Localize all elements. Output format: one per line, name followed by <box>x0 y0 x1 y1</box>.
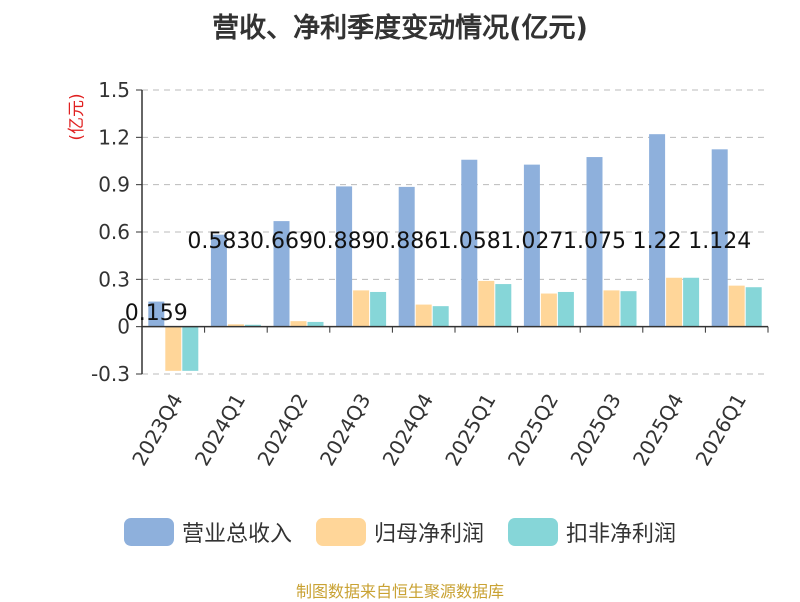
y-tick-label: 1.5 <box>98 78 130 102</box>
legend-label: 扣非净利润 <box>566 522 677 547</box>
x-tick-label: 2025Q1 <box>440 389 500 470</box>
bar-net-profit <box>227 324 244 327</box>
bar-net-profit <box>603 290 620 327</box>
bar-revenue <box>398 186 415 327</box>
bar-deducted-net-profit <box>370 291 387 327</box>
y-tick-label: 0.3 <box>98 267 130 291</box>
y-tick-label: 0.9 <box>98 173 130 197</box>
bar-net-profit <box>290 321 307 327</box>
bar-revenue <box>711 149 728 327</box>
y-tick-label: -0.3 <box>91 362 130 386</box>
data-label: 1.22 <box>633 229 682 254</box>
bar-net-profit <box>666 277 683 327</box>
x-tick-label: 2025Q2 <box>503 389 563 470</box>
bar-revenue <box>523 164 540 327</box>
legend-swatch <box>315 518 366 546</box>
bar-net-profit <box>478 280 495 327</box>
bar-deducted-net-profit <box>182 326 199 371</box>
bar-net-profit <box>728 285 745 327</box>
bar-deducted-net-profit <box>432 306 449 327</box>
bar-deducted-net-profit <box>495 284 512 327</box>
bar-net-profit <box>353 290 370 327</box>
data-label: 1.075 <box>563 229 626 254</box>
x-tick-label: 2024Q2 <box>252 389 312 470</box>
bar-net-profit <box>165 326 182 371</box>
bar-net-profit <box>415 304 432 327</box>
bar-revenue <box>461 159 478 327</box>
x-tick-label: 2025Q4 <box>628 389 688 470</box>
data-label: 1.058 <box>438 229 501 254</box>
y-tick-label: 0 <box>117 315 130 339</box>
bar-deducted-net-profit <box>745 287 762 327</box>
data-label: 0.583 <box>187 229 250 254</box>
y-axis-unit-label: (亿元) <box>67 93 87 140</box>
legend-label: 归母净利润 <box>373 522 484 547</box>
x-tick-label: 2024Q4 <box>378 389 438 470</box>
x-tick-label: 2026Q1 <box>691 389 751 470</box>
source-footer: 制图数据来自恒生聚源数据库 <box>295 582 504 601</box>
bar-revenue <box>210 234 227 327</box>
bar-revenue <box>649 134 666 327</box>
bar-revenue <box>148 301 165 327</box>
bar-revenue <box>336 186 353 327</box>
legend-swatch <box>508 518 558 546</box>
bar-deducted-net-profit <box>620 291 637 327</box>
data-label: 0.669 <box>250 229 313 254</box>
x-tick-label: 2024Q3 <box>315 389 375 470</box>
bar-deducted-net-profit <box>244 324 261 327</box>
legend-item[interactable]: 营业总收入 <box>123 516 292 548</box>
data-label: 0.159 <box>125 301 188 326</box>
x-tick-label: 2025Q3 <box>565 389 625 470</box>
legend-label: 营业总收入 <box>181 522 292 547</box>
bar-revenue <box>586 157 603 327</box>
legend-item[interactable]: 扣非净利润 <box>508 516 676 548</box>
x-tick-label: 2023Q4 <box>127 389 187 470</box>
data-label: 1.027 <box>500 229 563 254</box>
y-tick-label: 0.6 <box>98 220 130 244</box>
data-label: 0.886 <box>375 229 438 254</box>
bar-deducted-net-profit <box>557 291 574 327</box>
legend-swatch <box>123 518 174 546</box>
chart-title: 营收、净利季度变动情况(亿元) <box>212 13 588 44</box>
y-tick-label: 1.2 <box>98 125 130 149</box>
legend: 营业总收入 归母净利润 扣非净利润 <box>0 516 800 548</box>
legend-item[interactable]: 归母净利润 <box>315 516 484 548</box>
bar-net-profit <box>540 293 557 327</box>
bar-deducted-net-profit <box>307 321 324 327</box>
bar-deducted-net-profit <box>683 277 700 327</box>
x-tick-label: 2024Q1 <box>190 389 250 470</box>
bar-revenue <box>273 221 290 327</box>
data-label: 1.124 <box>688 229 751 254</box>
data-label: 0.889 <box>313 229 376 254</box>
